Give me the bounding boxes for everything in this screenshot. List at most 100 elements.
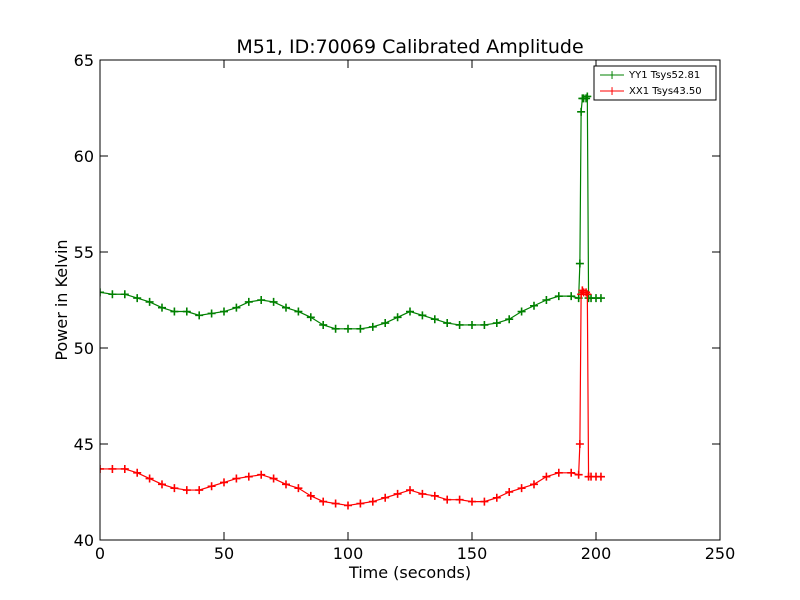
data-point (133, 294, 142, 303)
legend: + YY1 Tsys52.81 + XX1 Tsys43.50 (593, 65, 717, 101)
legend-label-yy1: YY1 Tsys52.81 (628, 70, 700, 81)
data-point (182, 486, 191, 495)
data-point (306, 313, 315, 322)
y-tick-label: 40 (74, 531, 94, 550)
data-point (505, 488, 514, 496)
data-point (381, 319, 390, 328)
data-point (381, 493, 390, 502)
data-point (577, 107, 586, 116)
data-point (418, 489, 427, 498)
chart-title: M51, ID:70069 Calibrated Amplitude (236, 36, 583, 58)
data-point (574, 470, 583, 479)
data-point (319, 497, 328, 506)
data-point (492, 493, 501, 502)
data-point (232, 474, 241, 483)
data-point (480, 497, 489, 506)
data-point (430, 315, 439, 324)
legend-box (593, 65, 717, 101)
data-point (220, 307, 228, 316)
x-tick-label: 150 (457, 544, 488, 563)
data-point (575, 440, 584, 448)
data-point (331, 324, 340, 333)
data-point (393, 313, 402, 322)
data-point (505, 315, 514, 324)
data-point (368, 322, 377, 331)
data-point (393, 489, 402, 498)
data-point (596, 472, 605, 481)
data-point (575, 259, 584, 268)
data-point (120, 290, 129, 299)
legend-marker-yy1: + (607, 68, 617, 82)
data-point (530, 301, 538, 310)
data-point (319, 320, 328, 329)
data-point (108, 290, 117, 299)
data-point (554, 292, 563, 301)
data-point (294, 484, 303, 493)
data-point (368, 497, 377, 506)
series-line-0 (100, 94, 601, 330)
x-tick-label: 200 (581, 544, 612, 563)
data-point (443, 495, 452, 504)
data-point (282, 303, 290, 312)
data-point (294, 307, 303, 316)
data-point (108, 464, 117, 473)
y-tick-label: 55 (74, 243, 94, 262)
data-point (542, 472, 551, 481)
x-tick-label: 50 (214, 544, 234, 563)
series-line-1 (100, 289, 601, 507)
data-point (406, 307, 414, 316)
data-point (145, 474, 154, 483)
x-axis-label: Time (seconds) (348, 563, 471, 582)
data-point (232, 303, 241, 312)
data-point (170, 484, 179, 493)
x-tick-label: 100 (333, 544, 364, 563)
data-point (145, 297, 154, 306)
data-point (517, 307, 526, 316)
data-point (583, 290, 592, 299)
data-point (158, 303, 166, 312)
data-point (207, 309, 216, 318)
data-point (567, 292, 576, 301)
data-point (182, 307, 191, 316)
data-point (331, 499, 340, 508)
data-point (344, 324, 352, 333)
x-tick-label: 0 (95, 544, 105, 563)
data-point (344, 501, 352, 510)
data-point (244, 472, 253, 481)
y-tick-label: 50 (74, 339, 94, 358)
data-point (455, 320, 464, 329)
data-point (133, 468, 142, 477)
data-point (195, 486, 204, 495)
y-axis-label: Power in Kelvin (52, 239, 71, 360)
data-point (430, 491, 439, 500)
data-point (406, 486, 414, 495)
data-point (100, 288, 104, 297)
data-point (244, 297, 253, 306)
data-point (269, 474, 278, 483)
data-point (220, 478, 228, 487)
data-point (356, 324, 365, 333)
data-point (257, 470, 266, 479)
data-point (195, 311, 204, 320)
data-point (583, 92, 592, 101)
data-point (443, 319, 452, 328)
data-point (468, 320, 476, 329)
y-tick-label: 45 (74, 435, 94, 454)
data-point (530, 480, 538, 489)
y-tick-label: 65 (74, 51, 94, 70)
legend-marker-xx1: + (607, 84, 617, 98)
data-point (282, 480, 290, 489)
data-point (120, 464, 129, 473)
data-point (554, 468, 563, 477)
data-point (207, 482, 216, 491)
data-point (468, 497, 476, 506)
data-point (306, 491, 315, 500)
data-point (455, 495, 464, 504)
data-point (170, 307, 179, 316)
data-point (356, 499, 365, 508)
data-point (418, 311, 427, 320)
x-tick-label: 250 (705, 544, 736, 563)
plot-frame (99, 59, 721, 541)
data-point (269, 297, 278, 306)
